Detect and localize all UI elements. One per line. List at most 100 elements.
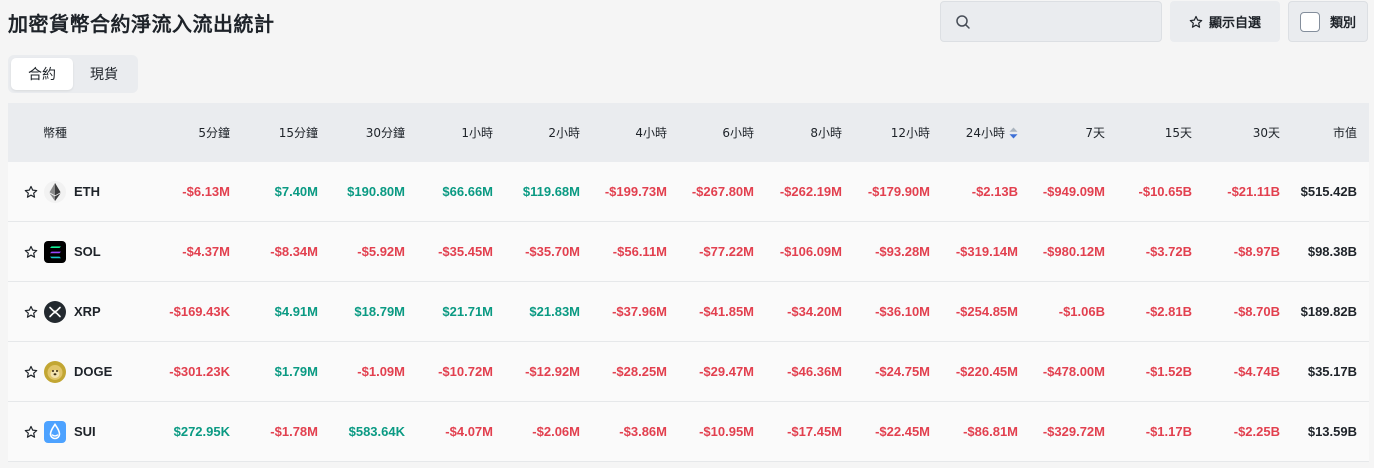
coin-info: DOGE [8, 360, 113, 383]
column-header-label: 6小時 [722, 126, 754, 140]
table-row[interactable]: ETH -$6.13M $7.40M $190.80M $66.66M $119.68M -… [8, 162, 1369, 222]
tab-futures[interactable]: 合約 [11, 58, 73, 90]
tab-spot[interactable]: 現貨 [90, 67, 118, 83]
flow-value: -$8.70B [1233, 304, 1280, 319]
table-row[interactable]: SUI $272.95K -$1.78M $583.64K -$4.07M -$2.06M… [8, 402, 1369, 462]
market-cap-value: $189.82B [1300, 304, 1357, 319]
column-header[interactable]: 5分鐘 [144, 103, 230, 162]
flow-value: -$329.72M [1042, 424, 1105, 439]
flow-value: $21.71M [442, 304, 493, 319]
category-toggle[interactable]: 類別 [1288, 1, 1368, 42]
table-row[interactable]: XRP -$169.43K $4.91M $18.79M $21.71M $21.83M -… [8, 282, 1369, 342]
column-header[interactable]: 30分鐘 [319, 103, 405, 162]
coin-symbol[interactable]: ETH [74, 184, 100, 199]
flow-value: $21.83M [529, 304, 580, 319]
flow-value: -$220.45M [955, 364, 1018, 379]
column-header[interactable]: 15分鐘 [232, 103, 318, 162]
flow-value: -$301.23K [169, 364, 230, 379]
column-header[interactable]: 1小時 [407, 103, 493, 162]
flow-value: -$36.10M [875, 304, 930, 319]
flow-value: -$949.09M [1042, 184, 1105, 199]
column-header[interactable]: 2小時 [494, 103, 580, 162]
category-checkbox[interactable] [1299, 11, 1320, 32]
column-header[interactable]: 30天 [1194, 103, 1280, 162]
column-header[interactable]: 15天 [1106, 103, 1192, 162]
flow-value: -$106.09M [779, 244, 842, 259]
table-row[interactable]: DOGE -$301.23K $1.79M -$1.09M -$10.72M -$12.9… [8, 342, 1369, 402]
sol-logo-icon [44, 240, 66, 263]
flow-value: $4.91M [274, 304, 318, 319]
favorite-star-icon[interactable] [24, 245, 38, 259]
column-header-label: 15天 [1164, 126, 1192, 140]
column-header[interactable]: 8小時 [756, 103, 842, 162]
flow-value: -$37.96M [612, 304, 667, 319]
flow-value: -$6.13M [182, 184, 230, 199]
sort-icon[interactable] [1009, 127, 1018, 139]
flow-value: -$4.74B [1233, 364, 1280, 379]
coin-cell: SOL [8, 222, 148, 281]
favorite-star-icon[interactable] [24, 305, 38, 319]
flow-value: -$8.97B [1233, 244, 1280, 259]
coin-symbol[interactable]: DOGE [74, 364, 113, 379]
flow-value: -$478.00M [1042, 364, 1105, 379]
column-header[interactable]: 4小時 [581, 103, 667, 162]
column-header-label: 2小時 [548, 126, 580, 140]
flow-value: -$35.45M [438, 244, 493, 259]
table-row[interactable]: SOL -$4.37M -$8.34M -$5.92M -$35.45M -$35.70M… [8, 222, 1369, 282]
flow-value: -$1.09M [357, 364, 405, 379]
column-header-coin[interactable]: 幣種 [43, 103, 123, 162]
coin-info: SOL [8, 240, 101, 263]
coin-cell: ETH [8, 162, 148, 221]
market-cap-value: $35.17B [1307, 364, 1357, 379]
favorite-star-icon[interactable] [24, 365, 38, 379]
coin-cell: SUI [8, 402, 148, 461]
flow-value: -$254.85M [955, 304, 1018, 319]
column-header-label: 24小時 [965, 126, 1005, 140]
flow-value: -$56.11M [612, 244, 667, 259]
coin-symbol[interactable]: SOL [74, 244, 101, 259]
flow-value: -$4.07M [445, 424, 493, 439]
flow-value: -$35.70M [525, 244, 580, 259]
favorite-star-icon[interactable] [24, 425, 38, 439]
column-header-label: 30分鐘 [365, 126, 405, 140]
flow-value: -$10.95M [699, 424, 754, 439]
column-header-label: 4小時 [635, 126, 667, 140]
column-header[interactable]: 市值 [1271, 103, 1357, 162]
flow-value: $7.40M [274, 184, 318, 199]
search-input[interactable] [940, 1, 1162, 42]
market-cap-value: $13.59B [1307, 424, 1357, 439]
flow-value: $583.64K [348, 424, 405, 439]
flow-value: -$199.73M [604, 184, 667, 199]
flow-value: -$8.34M [270, 244, 318, 259]
column-header-label: 1小時 [461, 126, 493, 140]
column-header-label: 7天 [1085, 126, 1105, 140]
coin-symbol[interactable]: XRP [74, 304, 101, 319]
flow-value: -$17.45M [787, 424, 842, 439]
flow-value: $190.80M [347, 184, 405, 199]
favorite-star-icon[interactable] [24, 185, 38, 199]
column-header-label: 幣種 [43, 126, 68, 140]
coin-info: XRP [8, 300, 101, 323]
flow-value: -$28.25M [612, 364, 667, 379]
show-favorites-button[interactable]: 顯示自選 [1170, 1, 1280, 42]
flow-value: $66.66M [442, 184, 493, 199]
coin-symbol[interactable]: SUI [74, 424, 96, 439]
flow-value: -$10.72M [438, 364, 493, 379]
flow-value: -$86.81M [963, 424, 1018, 439]
market-cap-value: $98.38B [1307, 244, 1357, 259]
column-header-label: 15分鐘 [278, 126, 318, 140]
flow-value: -$22.45M [875, 424, 930, 439]
coin-cell: DOGE [8, 342, 148, 401]
flow-value: -$3.86M [619, 424, 667, 439]
coin-cell: XRP [8, 282, 148, 341]
favorites-label: 顯示自選 [1208, 16, 1261, 31]
flow-value: -$2.25B [1233, 424, 1280, 439]
column-header[interactable]: 24小時 [932, 103, 1018, 162]
column-header[interactable]: 12小時 [844, 103, 930, 162]
column-header[interactable]: 6小時 [668, 103, 754, 162]
sui-logo-icon [44, 420, 66, 443]
column-header-label: 8小時 [810, 126, 842, 140]
column-header[interactable]: 7天 [1019, 103, 1105, 162]
flow-value: -$3.72B [1145, 244, 1192, 259]
flow-value: -$1.78M [270, 424, 318, 439]
